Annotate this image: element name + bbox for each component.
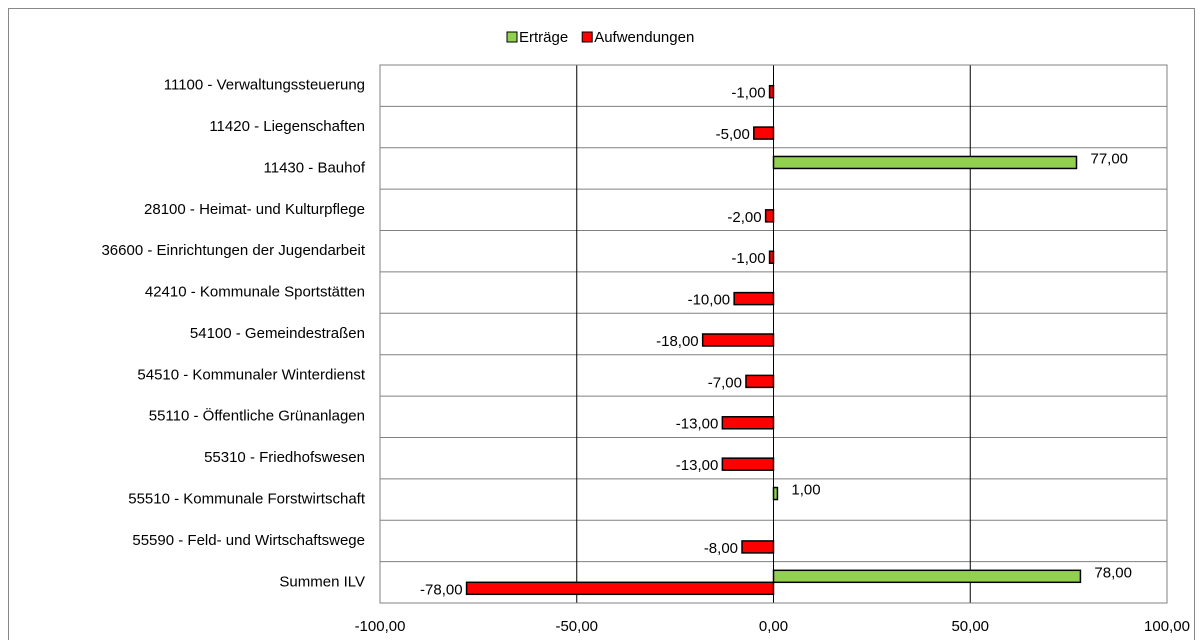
data-label: -78,00: [420, 581, 463, 598]
data-label: 1,00: [791, 482, 820, 499]
bar: [465, 581, 775, 596]
y-tick-label: 11430 - Bauhof: [264, 159, 366, 176]
bar: [768, 84, 775, 99]
data-label: -10,00: [688, 292, 731, 309]
data-label: -13,00: [676, 457, 719, 474]
y-tick-label: Summen ILV: [279, 573, 365, 590]
y-tick-label: 54100 - Gemeindestraßen: [190, 325, 365, 342]
bar: [745, 374, 775, 389]
data-label: 78,00: [1094, 564, 1132, 581]
y-tick-label: 55510 - Kommunale Forstwirtschaft: [128, 491, 366, 508]
y-tick-label: 55110 - Öffentliche Grünanlagen: [149, 407, 365, 425]
y-tick-label: 36600 - Einrichtungen der Jugendarbeit: [101, 242, 365, 259]
bar: [772, 486, 779, 501]
x-tick-label: -100,00: [355, 618, 406, 635]
y-tick-label: 11420 - Liegenschaften: [209, 118, 365, 135]
x-tick-label: 100,00: [1144, 618, 1190, 635]
data-label: -1,00: [731, 85, 765, 102]
legend-label: Aufwendungen: [594, 29, 694, 46]
y-tick-label: 55590 - Feld- und Wirtschaftswege: [132, 532, 365, 549]
data-label: -7,00: [708, 374, 742, 391]
bar: [772, 155, 1078, 170]
data-label: -2,00: [727, 209, 761, 226]
data-label: -1,00: [731, 250, 765, 267]
y-tick-label: 54510 - Kommunaler Winterdienst: [137, 366, 365, 383]
legend-label: Erträge: [519, 29, 568, 46]
bar: [701, 333, 775, 347]
bar: [733, 291, 775, 306]
bar: [768, 250, 775, 264]
x-tick-label: 0,00: [759, 618, 788, 635]
bar: [772, 569, 1082, 584]
chart-border: [8, 8, 1195, 640]
bar: [721, 416, 775, 430]
y-tick-label: 42410 - Kommunale Sportstätten: [145, 284, 365, 301]
data-label: -5,00: [716, 126, 750, 143]
x-tick-label: 50,00: [951, 618, 989, 635]
y-tick-label: 28100 - Heimat- und Kulturpflege: [144, 201, 365, 218]
x-tick-label: -50,00: [555, 618, 598, 635]
legend-swatch: [506, 31, 518, 43]
bar: [741, 540, 775, 554]
plot-border: [379, 64, 1168, 604]
data-label: -8,00: [704, 540, 738, 557]
data-label: -13,00: [676, 416, 719, 433]
data-label: 77,00: [1090, 150, 1128, 167]
data-label: -18,00: [656, 333, 699, 350]
bar: [764, 209, 775, 223]
bar: [753, 126, 775, 140]
y-tick-label: 55310 - Friedhofswesen: [204, 449, 365, 466]
bar: [721, 457, 775, 471]
y-tick-label: 11100 - Verwaltungssteuerung: [164, 77, 365, 94]
legend-swatch: [581, 31, 593, 43]
